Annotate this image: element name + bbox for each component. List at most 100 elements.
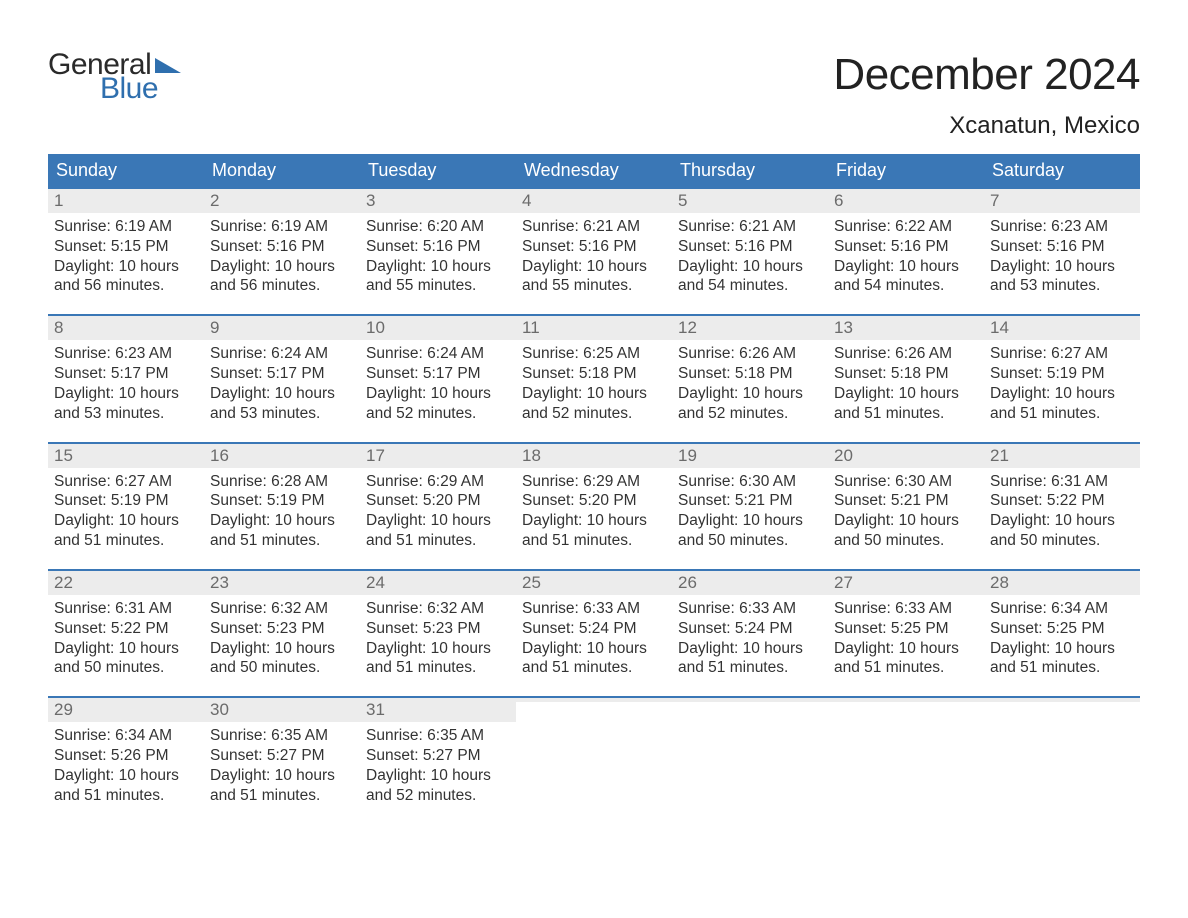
day-number: [672, 696, 828, 702]
sunset-line: Sunset: 5:15 PM: [54, 237, 198, 257]
calendar-day: 9Sunrise: 6:24 AMSunset: 5:17 PMDaylight…: [204, 314, 360, 427]
calendar-day: 29Sunrise: 6:34 AMSunset: 5:26 PMDayligh…: [48, 696, 204, 809]
daylight-line: Daylight: 10 hours and 52 minutes.: [522, 384, 666, 424]
sunset-line: Sunset: 5:19 PM: [990, 364, 1134, 384]
calendar-day: 30Sunrise: 6:35 AMSunset: 5:27 PMDayligh…: [204, 696, 360, 809]
daylight-line: Daylight: 10 hours and 52 minutes.: [678, 384, 822, 424]
day-body: Sunrise: 6:32 AMSunset: 5:23 PMDaylight:…: [204, 595, 360, 682]
sunrise-line: Sunrise: 6:28 AM: [210, 472, 354, 492]
day-body: Sunrise: 6:33 AMSunset: 5:25 PMDaylight:…: [828, 595, 984, 682]
day-number: 7: [984, 187, 1140, 213]
sunset-line: Sunset: 5:16 PM: [990, 237, 1134, 257]
daylight-line: Daylight: 10 hours and 50 minutes.: [834, 511, 978, 551]
daylight-line: Daylight: 10 hours and 51 minutes.: [834, 639, 978, 679]
sunrise-line: Sunrise: 6:31 AM: [54, 599, 198, 619]
weekday-sunday: Sunday: [48, 154, 204, 187]
sunset-line: Sunset: 5:21 PM: [678, 491, 822, 511]
weekday-thursday: Thursday: [672, 154, 828, 187]
sunset-line: Sunset: 5:22 PM: [990, 491, 1134, 511]
sunset-line: Sunset: 5:23 PM: [366, 619, 510, 639]
page-title: December 2024: [833, 50, 1140, 100]
day-body: Sunrise: 6:27 AMSunset: 5:19 PMDaylight:…: [984, 340, 1140, 427]
day-body: Sunrise: 6:26 AMSunset: 5:18 PMDaylight:…: [672, 340, 828, 427]
sunrise-line: Sunrise: 6:34 AM: [54, 726, 198, 746]
day-body: Sunrise: 6:31 AMSunset: 5:22 PMDaylight:…: [48, 595, 204, 682]
sunrise-line: Sunrise: 6:29 AM: [366, 472, 510, 492]
daylight-line: Daylight: 10 hours and 51 minutes.: [678, 639, 822, 679]
day-body: Sunrise: 6:24 AMSunset: 5:17 PMDaylight:…: [204, 340, 360, 427]
day-body: Sunrise: 6:25 AMSunset: 5:18 PMDaylight:…: [516, 340, 672, 427]
sunset-line: Sunset: 5:16 PM: [522, 237, 666, 257]
sunset-line: Sunset: 5:17 PM: [366, 364, 510, 384]
day-number: 28: [984, 569, 1140, 595]
daylight-line: Daylight: 10 hours and 54 minutes.: [678, 257, 822, 297]
day-body: Sunrise: 6:22 AMSunset: 5:16 PMDaylight:…: [828, 213, 984, 300]
weekday-wednesday: Wednesday: [516, 154, 672, 187]
day-body: Sunrise: 6:30 AMSunset: 5:21 PMDaylight:…: [672, 468, 828, 555]
calendar-day: 11Sunrise: 6:25 AMSunset: 5:18 PMDayligh…: [516, 314, 672, 427]
day-body: Sunrise: 6:21 AMSunset: 5:16 PMDaylight:…: [672, 213, 828, 300]
sunset-line: Sunset: 5:20 PM: [522, 491, 666, 511]
daylight-line: Daylight: 10 hours and 55 minutes.: [522, 257, 666, 297]
calendar-day: 10Sunrise: 6:24 AMSunset: 5:17 PMDayligh…: [360, 314, 516, 427]
calendar-day: 5Sunrise: 6:21 AMSunset: 5:16 PMDaylight…: [672, 187, 828, 300]
sunset-line: Sunset: 5:19 PM: [54, 491, 198, 511]
calendar: Sunday Monday Tuesday Wednesday Thursday…: [48, 154, 1140, 810]
day-number: 19: [672, 442, 828, 468]
calendar-day: 8Sunrise: 6:23 AMSunset: 5:17 PMDaylight…: [48, 314, 204, 427]
daylight-line: Daylight: 10 hours and 51 minutes.: [990, 384, 1134, 424]
sunrise-line: Sunrise: 6:32 AM: [366, 599, 510, 619]
calendar-day: 23Sunrise: 6:32 AMSunset: 5:23 PMDayligh…: [204, 569, 360, 682]
location-label: Xcanatun, Mexico: [48, 112, 1140, 140]
sunset-line: Sunset: 5:27 PM: [210, 746, 354, 766]
day-number: [516, 696, 672, 702]
day-number: 21: [984, 442, 1140, 468]
daylight-line: Daylight: 10 hours and 51 minutes.: [366, 511, 510, 551]
day-number: 15: [48, 442, 204, 468]
calendar-day: 21Sunrise: 6:31 AMSunset: 5:22 PMDayligh…: [984, 442, 1140, 555]
daylight-line: Daylight: 10 hours and 53 minutes.: [990, 257, 1134, 297]
sunrise-line: Sunrise: 6:29 AM: [522, 472, 666, 492]
day-body: Sunrise: 6:29 AMSunset: 5:20 PMDaylight:…: [360, 468, 516, 555]
daylight-line: Daylight: 10 hours and 54 minutes.: [834, 257, 978, 297]
sunrise-line: Sunrise: 6:33 AM: [678, 599, 822, 619]
day-body: Sunrise: 6:23 AMSunset: 5:16 PMDaylight:…: [984, 213, 1140, 300]
sunrise-line: Sunrise: 6:27 AM: [990, 344, 1134, 364]
calendar-day: 20Sunrise: 6:30 AMSunset: 5:21 PMDayligh…: [828, 442, 984, 555]
sunset-line: Sunset: 5:22 PM: [54, 619, 198, 639]
calendar-day: 3Sunrise: 6:20 AMSunset: 5:16 PMDaylight…: [360, 187, 516, 300]
day-number: 2: [204, 187, 360, 213]
calendar-day: 13Sunrise: 6:26 AMSunset: 5:18 PMDayligh…: [828, 314, 984, 427]
sunrise-line: Sunrise: 6:27 AM: [54, 472, 198, 492]
sunrise-line: Sunrise: 6:21 AM: [678, 217, 822, 237]
calendar-week: 29Sunrise: 6:34 AMSunset: 5:26 PMDayligh…: [48, 696, 1140, 809]
day-number: 14: [984, 314, 1140, 340]
sunset-line: Sunset: 5:21 PM: [834, 491, 978, 511]
daylight-line: Daylight: 10 hours and 51 minutes.: [210, 766, 354, 806]
weeks-container: 1Sunrise: 6:19 AMSunset: 5:15 PMDaylight…: [48, 187, 1140, 810]
sunset-line: Sunset: 5:17 PM: [210, 364, 354, 384]
day-number: 17: [360, 442, 516, 468]
day-number: 30: [204, 696, 360, 722]
calendar-day: 6Sunrise: 6:22 AMSunset: 5:16 PMDaylight…: [828, 187, 984, 300]
daylight-line: Daylight: 10 hours and 51 minutes.: [54, 766, 198, 806]
day-number: 25: [516, 569, 672, 595]
calendar-day: 26Sunrise: 6:33 AMSunset: 5:24 PMDayligh…: [672, 569, 828, 682]
day-number: 20: [828, 442, 984, 468]
day-body: Sunrise: 6:32 AMSunset: 5:23 PMDaylight:…: [360, 595, 516, 682]
sunset-line: Sunset: 5:24 PM: [678, 619, 822, 639]
day-body: Sunrise: 6:24 AMSunset: 5:17 PMDaylight:…: [360, 340, 516, 427]
sunset-line: Sunset: 5:18 PM: [678, 364, 822, 384]
sunrise-line: Sunrise: 6:26 AM: [678, 344, 822, 364]
day-number: 12: [672, 314, 828, 340]
sunrise-line: Sunrise: 6:24 AM: [210, 344, 354, 364]
day-body: Sunrise: 6:33 AMSunset: 5:24 PMDaylight:…: [516, 595, 672, 682]
daylight-line: Daylight: 10 hours and 50 minutes.: [210, 639, 354, 679]
daylight-line: Daylight: 10 hours and 53 minutes.: [210, 384, 354, 424]
day-number: 10: [360, 314, 516, 340]
daylight-line: Daylight: 10 hours and 51 minutes.: [210, 511, 354, 551]
day-number: 8: [48, 314, 204, 340]
daylight-line: Daylight: 10 hours and 51 minutes.: [834, 384, 978, 424]
calendar-day: 2Sunrise: 6:19 AMSunset: 5:16 PMDaylight…: [204, 187, 360, 300]
day-number: 18: [516, 442, 672, 468]
